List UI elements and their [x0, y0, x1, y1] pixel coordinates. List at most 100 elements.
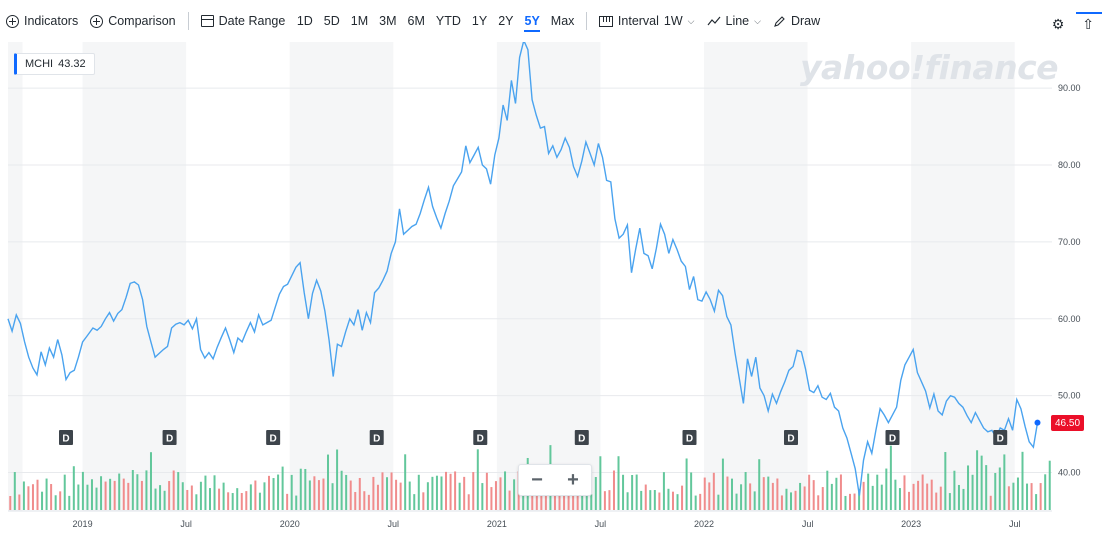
- draw-button[interactable]: Draw: [767, 8, 826, 34]
- volume-bar: [635, 474, 638, 510]
- volume-bar: [63, 474, 66, 510]
- volume-bar: [95, 487, 98, 510]
- x-tick-label: 2023: [901, 519, 921, 529]
- range-6m[interactable]: 6M: [407, 14, 425, 28]
- volume-bar: [849, 493, 852, 510]
- x-tick-label: 2022: [694, 519, 714, 529]
- volume-bar: [1039, 483, 1042, 510]
- volume-bar: [676, 494, 679, 510]
- x-tick-label: Jul: [180, 519, 192, 529]
- volume-bar: [86, 484, 89, 510]
- volume-bar: [27, 486, 30, 510]
- volume-bar: [336, 449, 339, 510]
- price-chart[interactable]: D D D D D D D D D D 40.00 50.00 60.00 70.00 80.00 90.0…: [0, 42, 1102, 544]
- range-ytd[interactable]: YTD: [435, 14, 461, 28]
- volume-bar: [971, 474, 974, 510]
- volume-bar: [81, 471, 84, 510]
- volume-bar: [944, 452, 947, 510]
- volume-bar: [277, 474, 280, 510]
- volume-bar: [622, 474, 625, 510]
- dividend-label: D: [477, 434, 484, 445]
- range-1m[interactable]: 1M: [350, 14, 369, 28]
- volume-bar: [808, 474, 811, 510]
- volume-bar: [871, 485, 874, 510]
- volume-bar: [195, 494, 198, 510]
- volume-bar: [880, 484, 883, 510]
- volume-bar: [9, 496, 12, 510]
- volume-bar: [331, 483, 334, 510]
- volume-bar: [13, 472, 16, 510]
- dividend-label: D: [686, 434, 693, 445]
- settings-gear-icon[interactable]: ⚙: [1051, 16, 1065, 32]
- volume-bar: [349, 480, 352, 510]
- indicators-button[interactable]: Indicators: [0, 8, 84, 34]
- y-tick-label: 50.00: [1058, 391, 1081, 401]
- grid-lines: [8, 87, 1052, 474]
- volume-bar: [1048, 460, 1051, 510]
- range-2y[interactable]: 2Y: [498, 14, 514, 28]
- volume-bar: [286, 493, 289, 510]
- zoom-controls: − +: [518, 464, 592, 496]
- volume-bar: [889, 445, 892, 510]
- volume-bar: [762, 477, 765, 510]
- comparison-button[interactable]: Comparison: [84, 8, 181, 34]
- volume-bar: [381, 472, 384, 510]
- volume-bar: [930, 479, 933, 510]
- y-axis: 40.00 50.00 60.00 70.00 80.00 90.00: [1058, 83, 1081, 477]
- range-5y[interactable]: 5Y: [519, 8, 545, 34]
- dividend-label: D: [578, 434, 585, 445]
- ticker-legend[interactable]: MCHI 43.32: [14, 53, 95, 75]
- volume-bar: [145, 470, 148, 510]
- volume-bar: [908, 491, 911, 510]
- volume-bar: [304, 468, 307, 510]
- volume-bar: [340, 470, 343, 510]
- volume-bar: [603, 491, 606, 510]
- year-bands: [8, 42, 1015, 511]
- volume-bar: [780, 495, 783, 510]
- volume-bar: [553, 489, 556, 510]
- range-5d[interactable]: 5D: [323, 14, 340, 28]
- range-1y[interactable]: 1Y: [471, 14, 488, 28]
- range-3m[interactable]: 3M: [379, 14, 397, 28]
- price-line-layer: [7, 42, 1041, 496]
- interval-button[interactable]: Interval 1W ⌵: [593, 8, 701, 34]
- zoom-in-button[interactable]: +: [567, 469, 579, 491]
- volume-bar: [18, 494, 21, 510]
- volume-bar: [499, 477, 502, 510]
- volume-bar: [785, 488, 788, 510]
- date-range-button[interactable]: Date Range: [195, 8, 292, 34]
- volume-bar: [322, 478, 325, 510]
- volume-bar: [240, 492, 243, 510]
- volume-bar: [817, 495, 820, 510]
- volume-bar: [258, 492, 261, 510]
- zoom-out-button[interactable]: −: [531, 469, 543, 491]
- volume-bar: [735, 493, 738, 510]
- dividend-marker: D: [682, 430, 697, 445]
- volume-bar: [104, 481, 107, 510]
- volume-bar: [699, 493, 702, 510]
- range-max[interactable]: Max: [550, 14, 575, 28]
- volume-bar: [222, 482, 225, 510]
- pencil-icon: [774, 15, 785, 27]
- dividend-label: D: [889, 434, 896, 445]
- chevron-down-icon: ⌵: [687, 15, 695, 26]
- candlestick-icon: [598, 15, 613, 27]
- volume-bar: [113, 480, 116, 510]
- chart-type-button[interactable]: Line ⌵: [701, 8, 767, 34]
- dividend-marker: D: [162, 430, 177, 445]
- volume-bar: [376, 484, 379, 510]
- volume-bar: [154, 488, 157, 510]
- volume-bar: [653, 490, 656, 510]
- share-icon[interactable]: ⇧: [1082, 16, 1094, 32]
- volume-bar: [445, 471, 448, 510]
- volume-bar: [422, 492, 425, 510]
- y-tick-label: 70.00: [1058, 237, 1081, 247]
- volume-bar: [912, 483, 915, 510]
- volume-bar: [894, 479, 897, 510]
- volume-bar: [1035, 494, 1038, 510]
- volume-bar: [181, 482, 184, 510]
- volume-bar: [159, 485, 162, 510]
- volume-bar: [903, 475, 906, 510]
- dividend-marker: D: [59, 430, 73, 445]
- range-1d[interactable]: 1D: [296, 14, 313, 28]
